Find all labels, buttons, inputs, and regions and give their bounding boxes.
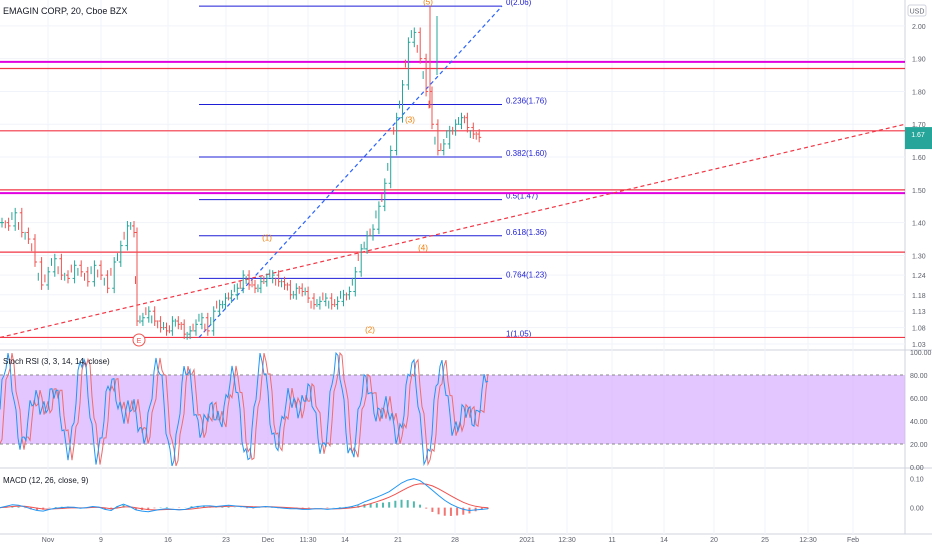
last-price-label: 1.67 — [911, 132, 925, 139]
earnings-marker-label: E — [137, 338, 142, 345]
time-axis-label: 2021 — [519, 537, 535, 544]
earnings-marker — [132, 333, 146, 347]
macd-histogram-bar — [190, 506, 193, 508]
rsi-axis-label: 0.00 — [910, 465, 924, 472]
rsi-axis-label: 60.00 — [910, 396, 928, 403]
time-axis-label: Dec — [262, 537, 275, 544]
macd-histogram-bar — [388, 502, 391, 508]
fib-level-label: 0.382(1.60) — [506, 149, 547, 158]
price-axis-label: 1.03 — [912, 342, 926, 349]
price-axis-label: 1.18 — [912, 293, 926, 300]
currency-label: USD — [910, 9, 925, 16]
time-axis-label: Feb — [847, 537, 859, 544]
rsi-axis-label: 40.00 — [910, 419, 928, 426]
macd-histogram-bar — [381, 502, 384, 508]
macd-histogram-bar — [449, 507, 452, 516]
last-price-badge — [905, 127, 932, 150]
time-axis-label: 9 — [99, 537, 103, 544]
time-axis-label: 21 — [394, 537, 402, 544]
macd-histogram-bar — [412, 501, 415, 508]
fib-level-label: 0.236(1.76) — [506, 97, 547, 106]
stoch-rsi-d-line — [0, 351, 489, 467]
macd-histogram-bar — [369, 503, 372, 508]
trend-line-blue-dashed — [198, 5, 503, 338]
fib-level-label: 0.618(1.36) — [506, 228, 547, 237]
time-axis-label: 12:30 — [558, 537, 576, 544]
price-axis-label: 1.24 — [912, 273, 926, 280]
macd-histogram-bar — [443, 507, 446, 516]
macd-histogram-bar — [394, 500, 397, 508]
wave-label: (1) — [262, 234, 272, 243]
macd-histogram-bar — [36, 507, 39, 511]
time-axis-label: 20 — [710, 537, 718, 544]
time-axis-label: 16 — [164, 537, 172, 544]
macd-histogram-bar — [307, 507, 310, 509]
macd-histogram-bar — [406, 500, 409, 508]
rsi-axis-label: 80.00 — [910, 373, 928, 380]
macd-histogram-bar — [462, 507, 465, 515]
stoch-rsi-k-line — [0, 351, 489, 467]
time-axis-label: 28 — [451, 537, 459, 544]
fib-level-label: 1(1.05) — [506, 329, 532, 338]
stoch-rsi-title: Stoch RSI (3, 3, 14, 14, close) — [3, 357, 110, 366]
price-axis-label: 1.13 — [912, 309, 926, 316]
macd-histogram-bar — [456, 507, 459, 516]
macd-histogram-bar — [122, 504, 125, 508]
macd-title: MACD (12, 26, close, 9) — [3, 476, 89, 485]
price-axis-label: 1.80 — [912, 89, 926, 96]
macd-histogram-bar — [375, 503, 378, 508]
price-axis-label: 1.50 — [912, 188, 926, 195]
time-axis-label: 14 — [660, 537, 668, 544]
macd-histogram-bar — [17, 506, 20, 508]
price-axis-label: 1.08 — [912, 326, 926, 333]
time-axis-label: 14 — [341, 537, 349, 544]
macd-histogram-bar — [221, 506, 224, 508]
rsi-axis-label: 20.00 — [910, 442, 928, 449]
macd-histogram-bar — [480, 507, 483, 510]
chart-title: EMAGIN CORP, 20, Cboe BZX — [3, 6, 127, 16]
macd-histogram-bar — [134, 507, 137, 510]
time-axis-label: Nov — [42, 537, 55, 544]
time-axis-label: 11 — [608, 537, 615, 544]
price-axis-label: 1.30 — [912, 253, 926, 260]
wave-label: (3) — [405, 116, 415, 125]
wave-label: (4) — [418, 244, 428, 253]
macd-histogram-bar — [54, 507, 57, 508]
time-axis-label: 11:30 — [300, 537, 317, 544]
price-axis-label: 2.00 — [912, 24, 926, 31]
time-axis-label: 12:30 — [799, 537, 817, 544]
currency-badge — [907, 4, 927, 17]
rsi-axis-label: 100.00 — [910, 350, 932, 357]
macd-axis-label: 0.00 — [910, 506, 924, 513]
fib-level-label: 0.764(1.23) — [506, 270, 547, 279]
macd-histogram-bar — [246, 507, 249, 509]
macd-histogram-bar — [431, 507, 434, 512]
macd-histogram-bar — [419, 504, 422, 508]
time-axis-label: 25 — [761, 537, 769, 544]
macd-histogram-bar — [153, 507, 156, 509]
price-axis-label: 1.60 — [912, 155, 926, 162]
price-axis-label: 1.70 — [912, 122, 926, 129]
macd-histogram-bar — [425, 507, 428, 509]
time-axis-label: 23 — [222, 537, 230, 544]
wave-label: (2) — [365, 326, 375, 335]
macd-histogram-bar — [147, 507, 150, 510]
trend-line-red-dashed — [0, 123, 906, 339]
price-axis-label: 1.40 — [912, 221, 926, 228]
macd-histogram-bar — [487, 507, 489, 509]
fib-level-label: 0(2.06) — [506, 0, 532, 7]
macd-histogram-bar — [400, 499, 403, 508]
macd-histogram-bar — [202, 506, 205, 508]
macd-line — [0, 478, 489, 513]
fib-level-label: 0.5(1.47) — [506, 192, 538, 201]
wave-label: (5) — [423, 0, 433, 7]
macd-histogram-bar — [227, 506, 230, 508]
macd-histogram-bar — [437, 507, 440, 515]
macd-histogram-bar — [165, 506, 168, 508]
price-axis-label: 1.90 — [912, 57, 926, 64]
macd-axis-label: 0.10 — [910, 477, 924, 484]
